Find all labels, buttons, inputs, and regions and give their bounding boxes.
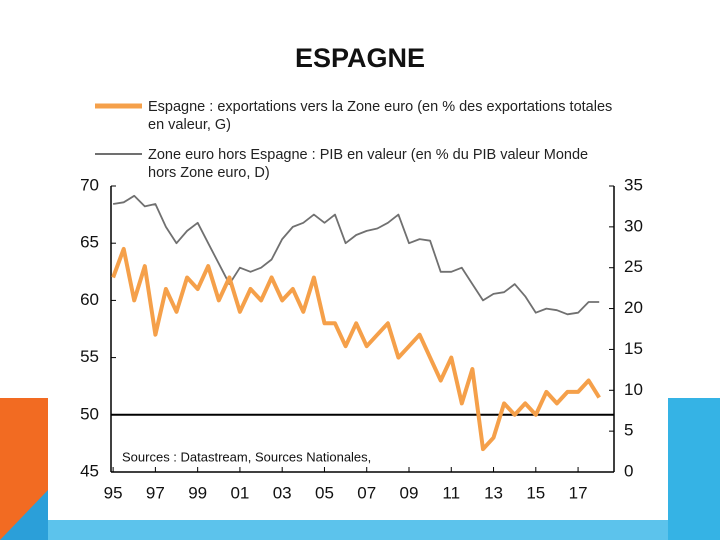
x-tick-label: 07 [357,483,376,502]
legend-entry: Zone euro hors Espagne : PIB en valeur (… [148,147,589,181]
legend-entry: Espagne : exportations vers la Zone euro… [148,99,613,133]
series-line [112,194,600,316]
x-tick-label: 05 [315,483,334,502]
y2-tick-label: 0 [624,461,633,480]
decor-blue-right [668,398,720,540]
x-tick-label: 13 [484,483,503,502]
x-tick-label: 09 [400,483,419,502]
y-tick-label: 70 [80,175,99,194]
x-tick-label: 99 [188,483,207,502]
chart-title: ESPAGNE [295,43,425,73]
y2-tick-label: 20 [624,298,643,317]
series-line [111,246,601,452]
x-tick-label: 95 [104,483,123,502]
decor-blue-left [0,490,48,540]
y-tick-label: 45 [80,461,99,480]
y2-tick-label: 5 [624,421,633,440]
annotation: Sources : Datastream, Sources Nationales… [122,449,371,464]
y-tick-label: 65 [80,233,99,252]
y2-tick-label: 25 [624,257,643,276]
y2-tick-label: 10 [624,380,643,399]
y2-tick-label: 30 [624,216,643,235]
x-tick-label: 97 [146,483,165,502]
decor-strip [48,520,668,540]
y2-tick-label: 15 [624,339,643,358]
x-tick-label: 17 [569,483,588,502]
y-tick-label: 60 [80,290,99,309]
x-tick-label: 01 [230,483,249,502]
x-tick-label: 03 [273,483,292,502]
y2-tick-label: 35 [624,175,643,194]
x-tick-label: 11 [442,483,460,502]
y-tick-label: 50 [80,404,99,423]
y-tick-label: 55 [80,347,99,366]
x-tick-label: 15 [526,483,545,502]
